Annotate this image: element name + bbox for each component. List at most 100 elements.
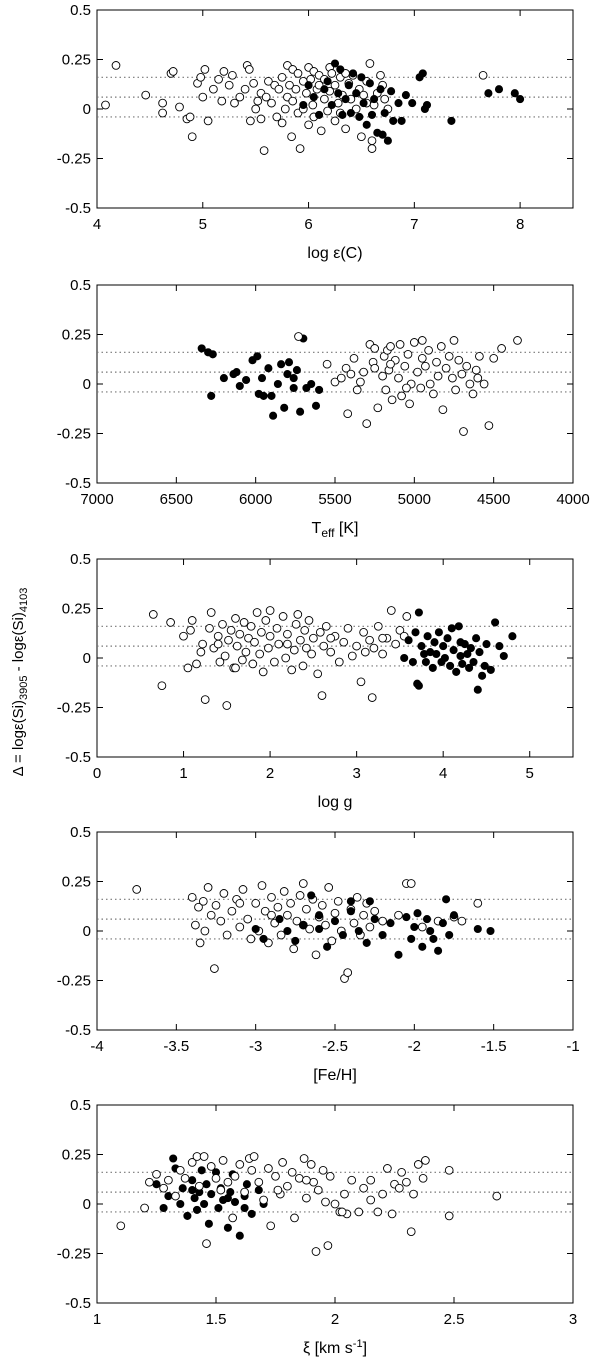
data-point-filled [315, 924, 324, 934]
data-point-open [334, 657, 344, 667]
data-point-filled [402, 913, 411, 922]
data-point-open [287, 132, 296, 142]
x-tick-label: 5 [199, 216, 207, 233]
data-point-filled [494, 85, 504, 94]
data-point-filled [259, 934, 268, 943]
data-point-filled [456, 651, 465, 661]
data-point-open [330, 908, 340, 918]
data-point-filled [299, 100, 308, 110]
data-point-open [286, 898, 295, 908]
data-point-open [489, 353, 499, 363]
data-point-open [235, 898, 245, 908]
data-point-open [417, 922, 427, 932]
x-tick-label: 6000 [239, 491, 272, 508]
data-point-open [274, 639, 284, 649]
data-point-open [246, 116, 255, 126]
data-point-filled [283, 926, 292, 936]
x-tick-label: 5 [526, 765, 534, 782]
data-point-open [251, 898, 261, 908]
data-point-open [299, 1154, 309, 1163]
data-point-filled [355, 112, 364, 121]
data-point-open [346, 369, 356, 379]
data-point-filled [346, 907, 355, 916]
data-point-open [294, 332, 303, 341]
data-point-filled [346, 108, 355, 118]
data-point-open [203, 116, 213, 126]
data-point-open [224, 635, 233, 645]
data-point-open [259, 1195, 268, 1205]
data-point-filled [346, 897, 355, 906]
data-point-filled [466, 644, 475, 653]
data-point-open [359, 90, 368, 100]
data-point-filled [348, 69, 358, 78]
data-point-open [291, 619, 301, 629]
data-point-open [272, 112, 282, 122]
data-point-open [277, 72, 287, 82]
data-point-open [226, 625, 236, 635]
data-point-open [253, 96, 263, 106]
data-point-filled [169, 1154, 178, 1163]
data-point-open [296, 635, 305, 645]
data-point-filled [277, 360, 286, 369]
y-tick-label: 0.25 [62, 1147, 91, 1164]
data-point-open [336, 373, 346, 383]
data-point-open [304, 120, 313, 130]
data-point-open [202, 1239, 211, 1248]
data-point-open [257, 881, 267, 890]
data-point-open [278, 1158, 287, 1167]
data-point-filled [454, 622, 463, 631]
data-point-open [164, 1175, 173, 1185]
data-point-open [352, 385, 362, 395]
data-point-open [386, 359, 395, 369]
data-point-open [111, 61, 121, 70]
data-point-open [417, 336, 427, 345]
data-point-open [313, 1185, 323, 1195]
x-tick-label: 2 [266, 765, 274, 782]
data-point-open [270, 657, 279, 667]
data-point-open [322, 359, 332, 369]
data-point-open [365, 59, 375, 68]
data-point-open [323, 106, 332, 116]
y-tick-label: -0.5 [65, 1022, 91, 1039]
data-point-filled [443, 634, 452, 643]
shared-y-axis-label: Δ = logε(Si)3905 - logε(Si)4103 [10, 588, 30, 777]
data-point-filled [207, 1190, 216, 1199]
data-point-open [433, 371, 443, 381]
data-point-open [497, 344, 506, 353]
data-point-filled [197, 344, 206, 353]
data-point-filled [200, 1199, 209, 1209]
data-point-open [200, 926, 210, 936]
x-tick-label: 8 [516, 216, 524, 233]
data-point-open [158, 98, 167, 108]
data-point-open [394, 373, 403, 383]
data-point-open [218, 1156, 228, 1165]
data-point-filled [188, 1176, 197, 1185]
x-tick-label: 6500 [160, 491, 193, 508]
data-point-open [152, 1169, 161, 1179]
data-point-filled [486, 665, 495, 674]
data-point-open [220, 651, 230, 661]
data-point-filled [330, 917, 340, 926]
data-point-open [223, 1177, 233, 1187]
data-point-filled [423, 632, 432, 641]
data-point-filled [219, 374, 228, 383]
x-tick-label: -2.5 [322, 1038, 348, 1055]
data-point-filled [309, 93, 318, 102]
data-point-open [195, 938, 205, 948]
data-point-open [231, 663, 240, 673]
y-tick-label: 0.5 [70, 277, 91, 294]
data-point-open [373, 403, 383, 413]
data-point-open [349, 918, 359, 928]
data-point-open [158, 108, 167, 118]
data-point-open [448, 373, 457, 383]
data-point-open [406, 1227, 416, 1237]
data-point-open [289, 944, 299, 954]
data-point-open [413, 367, 422, 377]
data-point-filled [446, 661, 455, 670]
x-tick-label: 4500 [477, 491, 510, 508]
data-point-open [219, 67, 229, 76]
data-point-open [271, 1171, 280, 1181]
data-point-open [283, 1181, 292, 1191]
data-point-open [192, 659, 201, 669]
